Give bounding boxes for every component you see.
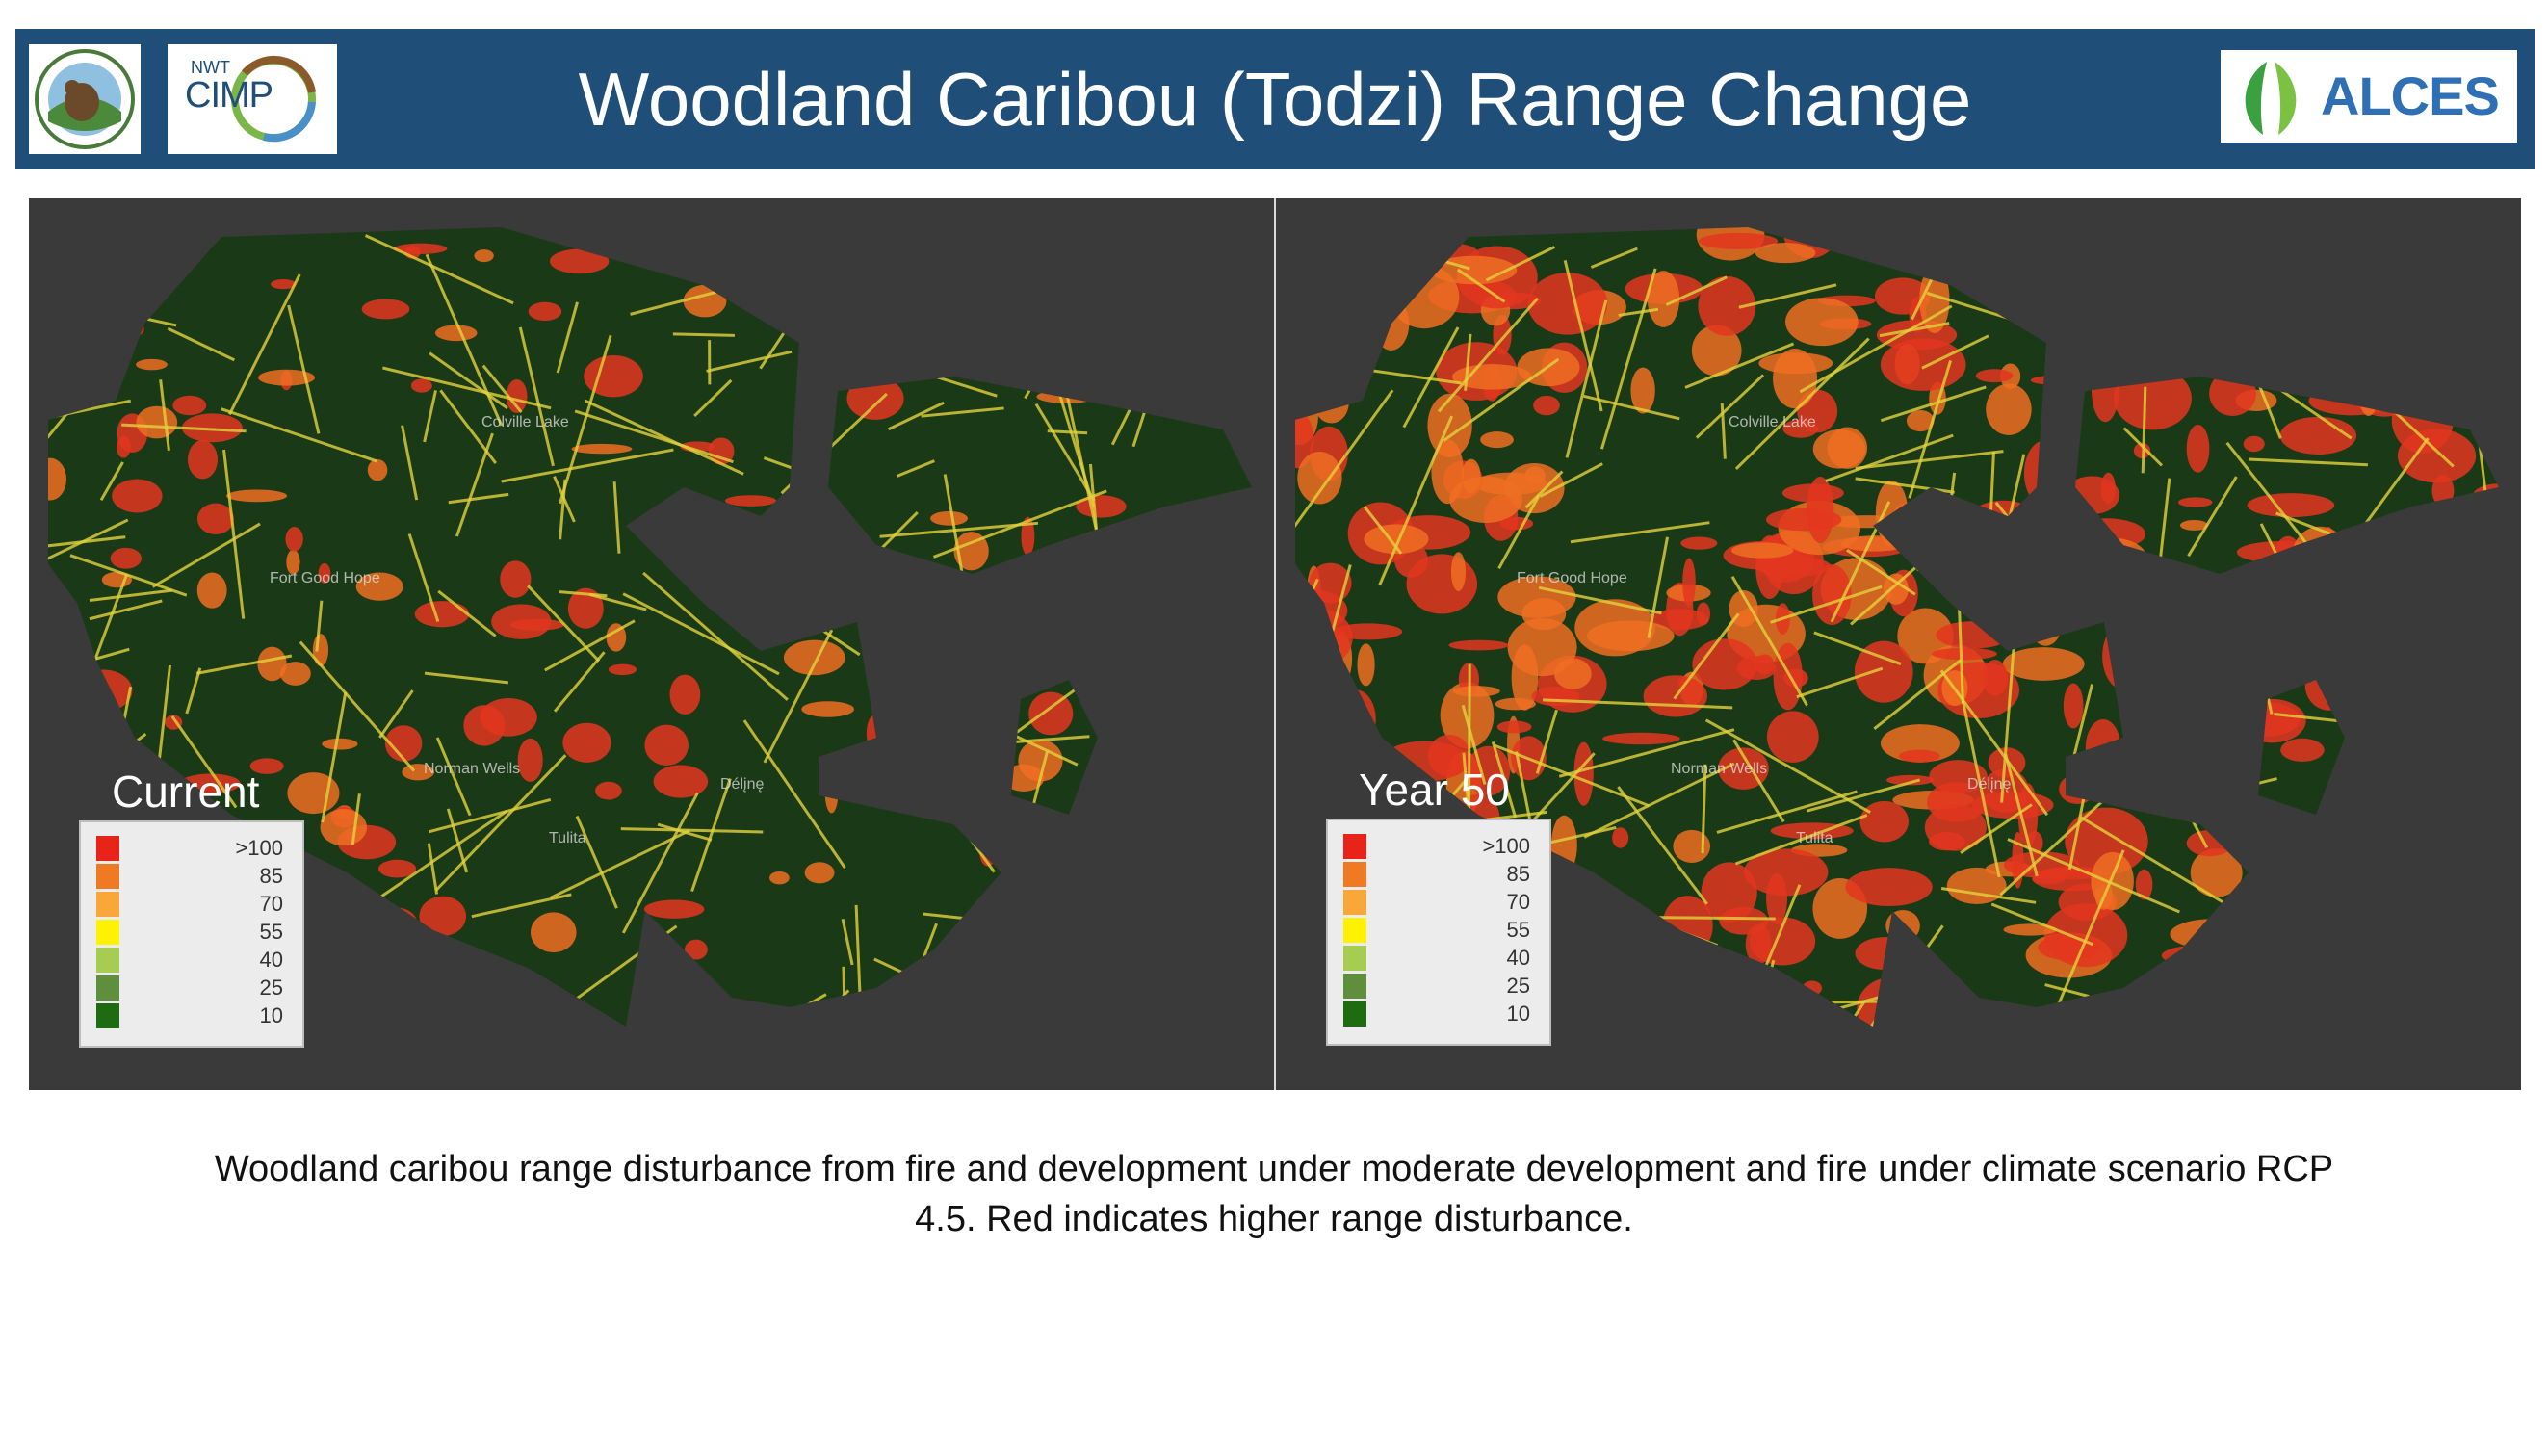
figure-caption: Woodland caribou range disturbance from …	[214, 1149, 2334, 1239]
panel-divider	[1274, 198, 1276, 1090]
legend-swatch	[1343, 834, 1366, 859]
page-title: Woodland Caribou (Todzi) Range Change	[578, 57, 1972, 142]
legend-current: >100 85 70 55 40 25 10	[79, 820, 304, 1048]
legend-label: >100	[1482, 834, 1530, 858]
legend-label: 40	[259, 948, 283, 972]
land-area	[828, 377, 1252, 574]
alces-logo-text: ALCES	[2321, 65, 2500, 126]
alces-logo: ALCES	[2221, 50, 2517, 143]
legend-swatch	[96, 975, 119, 1001]
legend-label: 25	[259, 975, 283, 1000]
legend-swatch	[1343, 862, 1366, 887]
legend-label: >100	[235, 836, 283, 860]
place-label: Fort Good Hope	[270, 570, 380, 586]
legend-entry: 40	[1339, 946, 1538, 971]
map-panel-current: Colville Lake Fort Good Hope Norman Well…	[29, 198, 1274, 1090]
legend-label: 40	[1506, 946, 1530, 970]
place-label: Délįnę	[720, 776, 765, 793]
map-panel-year-50: Colville Lake Fort Good Hope Norman Well…	[1276, 198, 2521, 1090]
place-label: Norman Wells	[1671, 761, 1768, 777]
legend-swatch	[1343, 918, 1366, 943]
legend-entry: >100	[92, 836, 291, 861]
legend-label: 10	[259, 1003, 283, 1027]
legend-label: 70	[1506, 890, 1530, 914]
legend-entry: 40	[92, 948, 291, 973]
cimp-logo: NWT CIMP	[168, 44, 337, 154]
legend-swatch	[96, 864, 119, 889]
board-logo	[29, 44, 141, 154]
legend-entry: 25	[1339, 974, 1538, 999]
legend-entry: >100	[1339, 834, 1538, 859]
place-label: Colville Lake	[1729, 414, 1816, 430]
header-banner: NWT CIMP Woodland Caribou (Todzi) Range …	[15, 29, 2535, 169]
legend-entry: 55	[92, 920, 291, 945]
legend-swatch	[1343, 946, 1366, 971]
leaf-icon	[2245, 62, 2297, 135]
legend-swatch	[1343, 1001, 1366, 1027]
legend-swatch	[96, 948, 119, 973]
legend-entry: 85	[1339, 862, 1538, 887]
place-label: Norman Wells	[424, 761, 521, 777]
cimp-logo-nwt: NWT	[191, 58, 230, 77]
place-label: Colville Lake	[481, 414, 569, 430]
legend-label: 10	[1506, 1001, 1530, 1026]
legend-entry: 70	[1339, 890, 1538, 915]
legend-entry: 55	[1339, 918, 1538, 943]
legend-year-50: >100 85 70 55 40 25 10	[1326, 819, 1551, 1046]
cimp-logo-text: CIMP	[185, 75, 273, 116]
board-logo-icon	[35, 49, 135, 149]
legend-swatch	[1343, 890, 1366, 915]
legend-swatch	[96, 836, 119, 861]
legend-entry: 10	[1339, 1001, 1538, 1027]
legend-swatch	[96, 1003, 119, 1028]
place-label: Délįnę	[1967, 776, 2012, 793]
panel-label-current: Current	[112, 767, 260, 817]
legend-entry: 85	[92, 864, 291, 889]
legend-swatch	[96, 920, 119, 945]
legend-entry: 25	[92, 975, 291, 1001]
legend-entry: 70	[92, 892, 291, 917]
legend-label: 25	[1506, 974, 1530, 998]
legend-label: 55	[1506, 918, 1530, 942]
place-label: Tulita	[549, 830, 586, 846]
cimp-logo-icon	[231, 55, 316, 143]
place-label: Tulita	[1796, 830, 1833, 846]
place-label: Fort Good Hope	[1517, 570, 1627, 586]
panel-label-year-50: Year 50	[1359, 765, 1510, 815]
legend-label: 55	[259, 920, 283, 944]
legend-label: 85	[259, 864, 283, 888]
legend-label: 85	[1506, 862, 1530, 886]
legend-label: 70	[259, 892, 283, 916]
legend-entry: 10	[92, 1003, 291, 1028]
legend-swatch	[96, 892, 119, 917]
legend-swatch	[1343, 974, 1366, 999]
